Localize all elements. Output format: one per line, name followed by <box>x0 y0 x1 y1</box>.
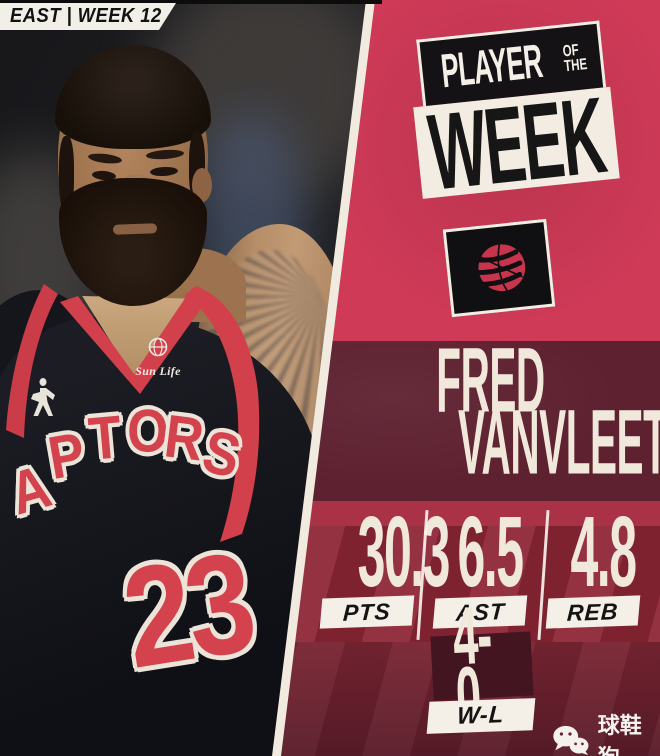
stat-points: 30.3 PTS <box>312 502 450 629</box>
panel-accent-strip <box>281 501 660 526</box>
record-label-bar: W-L <box>426 698 536 734</box>
jersey-letter: R <box>161 401 208 474</box>
jersey-letter: T <box>85 402 125 473</box>
mouth <box>112 223 158 235</box>
stat-assists: 6.5 AST <box>425 496 535 629</box>
raptors-claw-icon <box>468 244 526 292</box>
beard <box>59 178 207 306</box>
jumpman-icon <box>31 378 55 416</box>
stat-points-value: 30.3 <box>357 496 451 608</box>
conference-week-text: EAST | WEEK 12 <box>10 5 162 27</box>
player-first-name: FRED <box>330 330 650 432</box>
player-last-name-text: VANVLEET <box>457 392 660 494</box>
stat-points-label: PTS <box>342 597 392 626</box>
top-black-bar <box>0 0 382 4</box>
jersey-torso <box>0 316 322 756</box>
award-badge: PLAYER OF THE WEEK <box>406 20 620 212</box>
watermark: 球鞋狗 <box>552 708 660 756</box>
award-badge-bottom: WEEK <box>413 74 620 212</box>
panel-name-band <box>281 341 660 501</box>
jersey-number: 23 <box>113 522 261 699</box>
stat-assists-value: 6.5 <box>457 496 525 608</box>
award-title-week: WEEK <box>423 73 610 213</box>
award-title-of-the: OF THE <box>557 42 592 75</box>
player-head <box>55 45 212 306</box>
stat-rebounds-label-bar: REB <box>545 595 641 629</box>
player-first-name-text: FRED <box>435 330 545 432</box>
watermark-text: 球鞋狗 <box>597 714 642 756</box>
record-label: W-L <box>456 701 506 730</box>
stat-rebounds: 4.8 REB <box>538 496 648 629</box>
stat-rebounds-value: 4.8 <box>570 496 638 608</box>
conference-week-badge: EAST | WEEK 12 <box>0 3 176 30</box>
sunlife-patch: Sun Life <box>124 336 192 379</box>
ear <box>192 168 212 202</box>
jersey-trim <box>6 284 260 542</box>
wechat-icon <box>553 725 589 756</box>
record-box: 4-0 <box>430 590 534 742</box>
player-last-name: VANVLEET <box>330 397 660 489</box>
hair <box>55 45 211 149</box>
globe-icon <box>148 337 168 357</box>
jersey-sponsor-text: Sun Life <box>135 364 181 378</box>
team-logo-box <box>442 218 556 318</box>
stat-points-label-bar: PTS <box>319 595 415 629</box>
stat-rebounds-label: REB <box>566 597 620 626</box>
